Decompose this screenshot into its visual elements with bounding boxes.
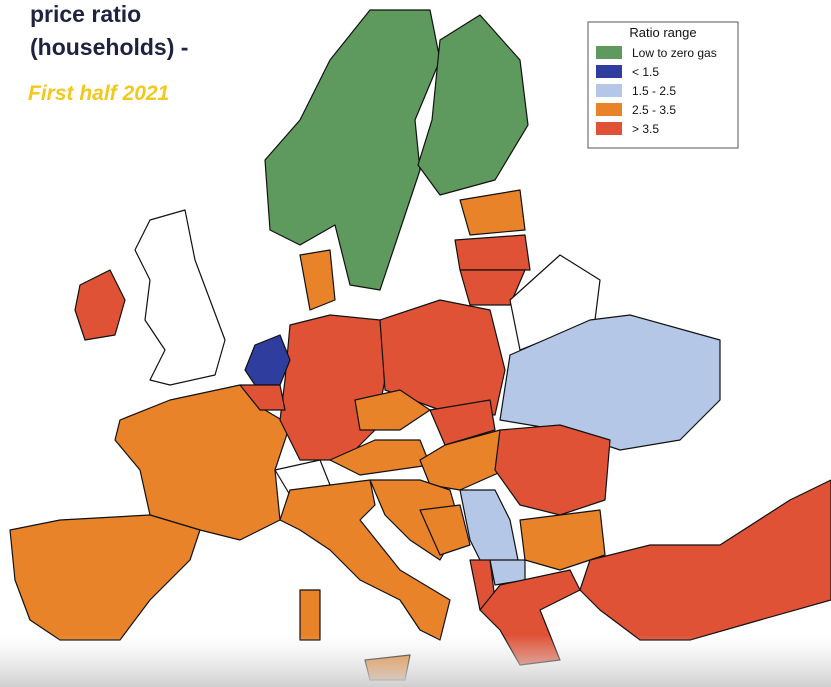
country — [299, 589, 321, 641]
country — [519, 509, 606, 571]
title-line: (households) - — [30, 34, 188, 60]
countries — [9, 9, 831, 681]
country — [459, 189, 526, 236]
legend-title: Ratio range — [629, 25, 696, 40]
country — [244, 334, 291, 386]
country — [354, 389, 431, 431]
legend-swatch — [596, 65, 622, 78]
country — [579, 479, 831, 641]
legend-swatch — [596, 103, 622, 116]
legend-label: 1.5 - 2.5 — [632, 84, 676, 98]
country — [459, 269, 526, 306]
legend-swatch — [596, 122, 622, 135]
legend: Ratio range Low to zero gas < 1.5 1.5 - 2.… — [587, 21, 739, 149]
country — [74, 269, 126, 341]
country — [134, 209, 226, 386]
country — [417, 14, 529, 196]
country — [239, 384, 286, 411]
legend-swatch — [596, 84, 622, 97]
country — [279, 479, 451, 641]
country — [499, 314, 721, 451]
legend-label: Low to zero gas — [632, 46, 717, 60]
country — [9, 514, 201, 641]
country — [419, 504, 471, 556]
country — [299, 249, 336, 311]
country — [264, 9, 441, 291]
title-line: price ratio — [30, 1, 141, 27]
country — [429, 399, 496, 446]
country — [329, 439, 431, 476]
legend-label: 2.5 - 3.5 — [632, 103, 676, 117]
legend-label: > 3.5 — [632, 122, 659, 136]
subtitle: First half 2021 — [28, 82, 169, 105]
bottom-fade — [0, 635, 831, 687]
country — [494, 424, 611, 516]
country — [454, 234, 531, 271]
legend-swatch — [596, 46, 622, 59]
country — [279, 314, 386, 461]
legend-label: < 1.5 — [632, 65, 659, 79]
